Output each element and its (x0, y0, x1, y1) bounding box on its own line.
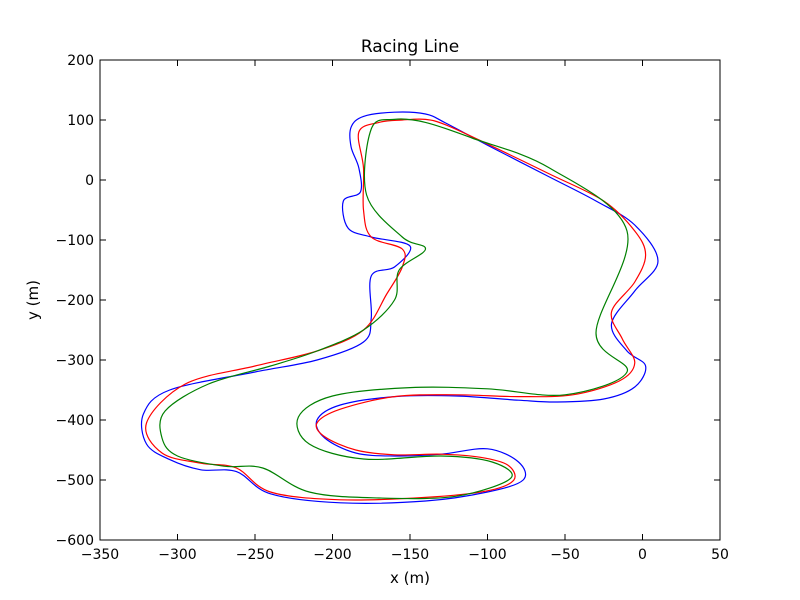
x-tick-label: 50 (711, 547, 729, 563)
y-tick-label: 200 (67, 53, 94, 69)
y-tick-label: −600 (56, 533, 94, 549)
y-tick-label: −400 (56, 413, 94, 429)
chart-title: Racing Line (361, 37, 459, 57)
y-tick-label: −500 (56, 473, 94, 489)
x-tick-label: −250 (236, 547, 274, 563)
y-tick-label: 0 (85, 173, 94, 189)
y-tick-label: −300 (56, 353, 94, 369)
y-tick-label: 100 (67, 113, 94, 129)
x-tick-label: −150 (391, 547, 429, 563)
x-tick-label: −350 (81, 547, 119, 563)
x-tick-label: −50 (550, 547, 580, 563)
series-line-2 (145, 118, 647, 501)
x-axis-label: x (m) (390, 569, 430, 587)
x-tick-label: −200 (313, 547, 351, 563)
series-layer (140, 111, 659, 504)
x-tick-label: −100 (468, 547, 506, 563)
x-tick-label: −300 (158, 547, 196, 563)
x-tick-label: 0 (638, 547, 647, 563)
series-line-1 (140, 111, 659, 504)
series-line-3 (159, 118, 629, 500)
y-tick-label: −200 (56, 293, 94, 309)
y-tick-label: −100 (56, 233, 94, 249)
ticks-layer: −350 −300 −250 −200 −150 −100 −50 0 50−600−500−4… (56, 53, 729, 563)
y-axis-label: y (m) (24, 280, 42, 320)
